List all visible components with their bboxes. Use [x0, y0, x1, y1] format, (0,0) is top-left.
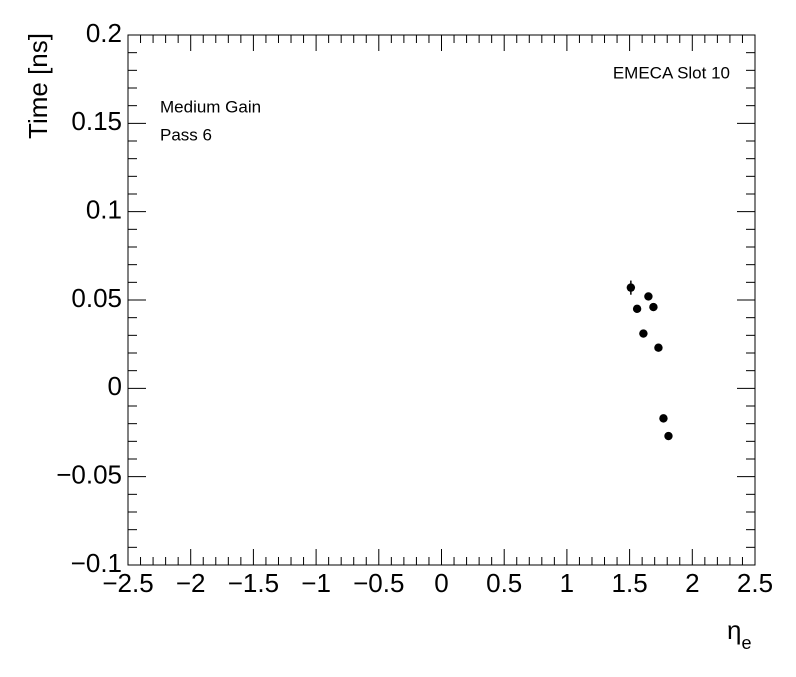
y-tick-label: 0.2	[86, 18, 122, 48]
x-tick-label: −2	[176, 568, 206, 598]
x-tick-label: −1	[301, 568, 331, 598]
y-tick-label: 0.15	[71, 106, 122, 136]
x-tick-label: −1.5	[228, 568, 279, 598]
y-tick-label: −0.05	[56, 460, 122, 490]
data-point	[659, 414, 668, 423]
data-point	[632, 304, 642, 314]
data-point	[626, 283, 636, 292]
data-point	[664, 431, 673, 441]
x-axis-label-main: η	[727, 615, 741, 645]
y-tick-label: −0.1	[71, 548, 122, 578]
x-tick-label: 0	[434, 568, 448, 598]
data-point	[639, 329, 648, 338]
y-tick-label: 0.1	[86, 195, 122, 225]
x-tick-label: −0.5	[353, 568, 404, 598]
x-tick-label: 2	[685, 568, 699, 598]
annotation: Medium Gain	[160, 97, 261, 116]
x-axis-label-subscript: e	[741, 633, 751, 653]
annotation: Pass 6	[160, 125, 212, 144]
x-axis-label: ηe	[727, 615, 751, 653]
x-tick-label: 2.5	[737, 568, 773, 598]
y-axis-label: Time [ns]	[23, 33, 53, 139]
data-point	[644, 292, 653, 301]
data-point	[649, 302, 658, 312]
annotation: EMECA Slot 10	[613, 63, 730, 82]
x-tick-label: −2.5	[102, 568, 153, 598]
y-tick-label: 0.05	[71, 283, 122, 313]
x-tick-label: 1.5	[612, 568, 648, 598]
x-tick-label: 0.5	[486, 568, 522, 598]
y-tick-label: 0	[108, 371, 122, 401]
data-point	[654, 343, 663, 352]
x-tick-label: 1	[560, 568, 574, 598]
